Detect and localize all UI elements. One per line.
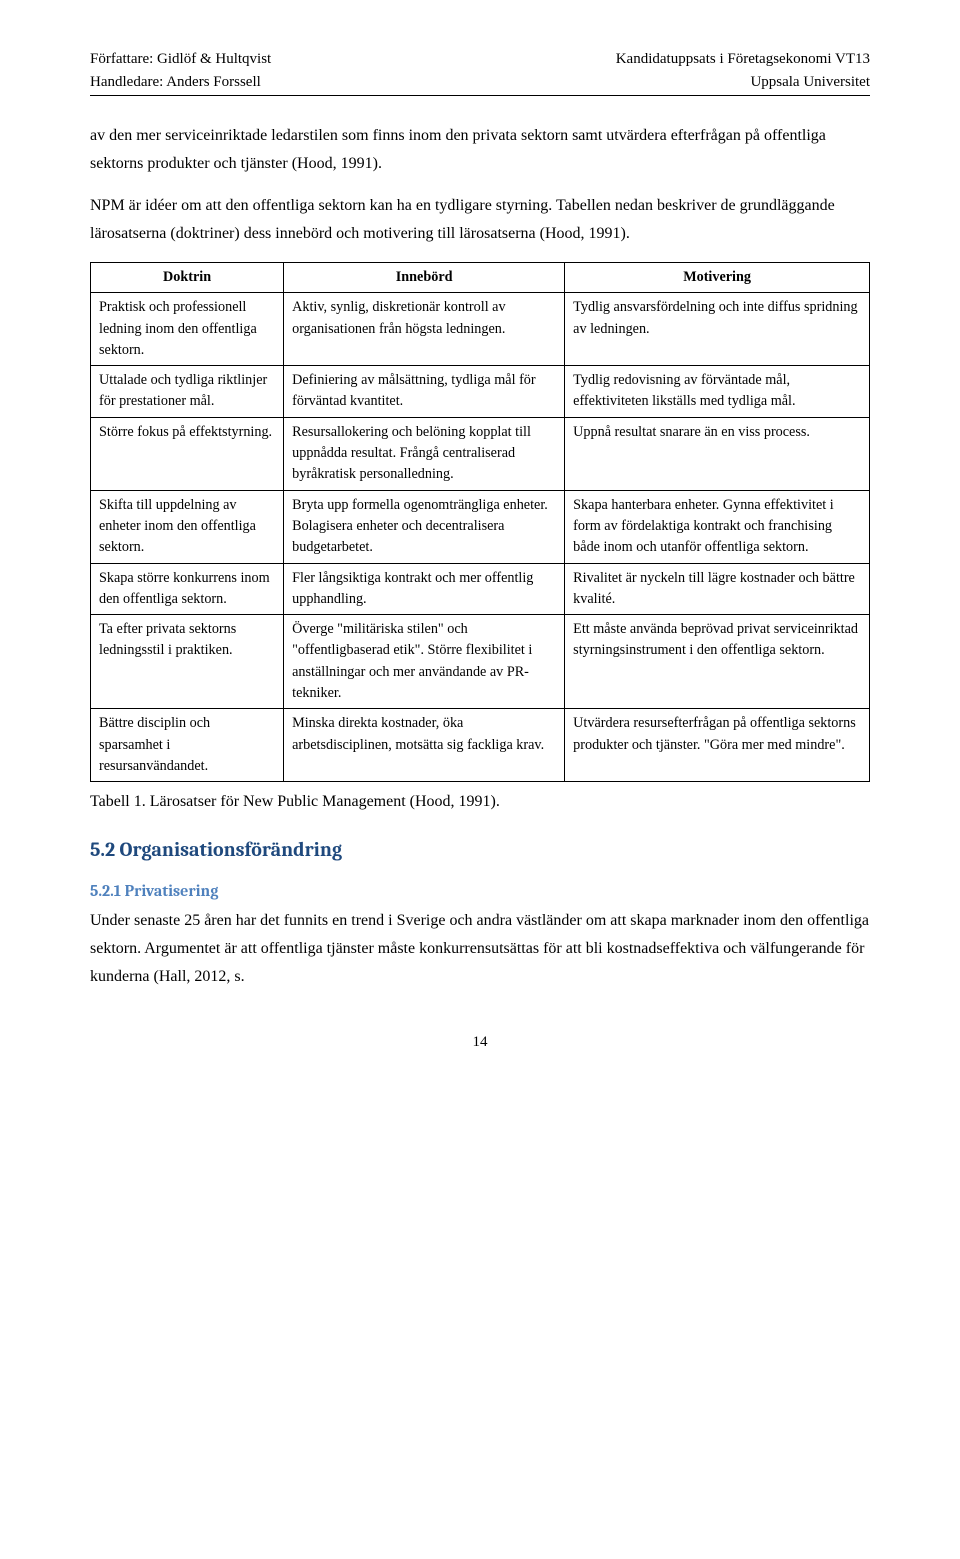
table-cell: Definiering av målsättning, tydliga mål … xyxy=(284,366,565,418)
table-header-doktrin: Doktrin xyxy=(91,263,284,293)
table-cell: Uppnå resultat snarare än en viss proces… xyxy=(565,417,870,490)
paragraph-1: av den mer serviceinriktade ledarstilen … xyxy=(90,122,870,178)
header-university: Uppsala Universitet xyxy=(616,71,870,94)
section-heading-5-2: 5.2 Organisationsförändring xyxy=(90,835,870,865)
table-row: Bättre disciplin och sparsamhet i resurs… xyxy=(91,709,870,782)
header-supervisor: Handledare: Anders Forssell xyxy=(90,71,271,94)
table-cell: Uttalade och tydliga riktlinjer för pres… xyxy=(91,366,284,418)
table-row: Ta efter privata sektorns ledningsstil i… xyxy=(91,615,870,709)
doctrine-table: Doktrin Innebörd Motivering Praktisk och… xyxy=(90,262,870,782)
table-row: Skifta till uppdelning av enheter inom d… xyxy=(91,490,870,563)
table-cell: Utvärdera resursefterfrågan på offentlig… xyxy=(565,709,870,782)
header-thesis: Kandidatuppsats i Företagsekonomi VT13 xyxy=(616,48,870,71)
paragraph-privatisering: Under senaste 25 åren har det funnits en… xyxy=(90,907,870,991)
table-header-row: Doktrin Innebörd Motivering xyxy=(91,263,870,293)
table-cell: Skapa större konkurrens inom den offentl… xyxy=(91,563,284,615)
table-cell: Resursallokering och belöning kopplat ti… xyxy=(284,417,565,490)
table-cell: Ta efter privata sektorns ledningsstil i… xyxy=(91,615,284,709)
table-cell: Tydlig redovisning av förväntade mål, ef… xyxy=(565,366,870,418)
table-cell: Bryta upp formella ogenomträngliga enhet… xyxy=(284,490,565,563)
table-row: Praktisk och professionell ledning inom … xyxy=(91,293,870,366)
paragraph-2: NPM är idéer om att den offentliga sekto… xyxy=(90,192,870,248)
header-authors: Författare: Gidlöf & Hultqvist xyxy=(90,48,271,71)
header-right: Kandidatuppsats i Företagsekonomi VT13 U… xyxy=(616,48,870,93)
table-row: Större fokus på effektstyrning. Resursal… xyxy=(91,417,870,490)
page-number: 14 xyxy=(90,1031,870,1054)
table-cell: Ett måste använda beprövad privat servic… xyxy=(565,615,870,709)
table-cell: Rivalitet är nyckeln till lägre kostnade… xyxy=(565,563,870,615)
table-cell: Tydlig ansvarsfördelning och inte diffus… xyxy=(565,293,870,366)
table-header-motivering: Motivering xyxy=(565,263,870,293)
table-row: Uttalade och tydliga riktlinjer för pres… xyxy=(91,366,870,418)
subsection-heading-5-2-1: 5.2.1 Privatisering xyxy=(90,879,870,903)
table-cell: Skifta till uppdelning av enheter inom d… xyxy=(91,490,284,563)
table-cell: Praktisk och professionell ledning inom … xyxy=(91,293,284,366)
header-left: Författare: Gidlöf & Hultqvist Handledar… xyxy=(90,48,271,93)
table-caption: Tabell 1. Lärosatser för New Public Mana… xyxy=(90,788,870,815)
table-cell: Bättre disciplin och sparsamhet i resurs… xyxy=(91,709,284,782)
table-cell: Minska direkta kostnader, öka arbetsdisc… xyxy=(284,709,565,782)
page-header: Författare: Gidlöf & Hultqvist Handledar… xyxy=(90,48,870,96)
table-cell: Aktiv, synlig, diskretionär kontroll av … xyxy=(284,293,565,366)
table-cell: Skapa hanterbara enheter. Gynna effektiv… xyxy=(565,490,870,563)
table-row: Skapa större konkurrens inom den offentl… xyxy=(91,563,870,615)
table-header-innebord: Innebörd xyxy=(284,263,565,293)
table-cell: Fler långsiktiga kontrakt och mer offent… xyxy=(284,563,565,615)
table-cell: Större fokus på effektstyrning. xyxy=(91,417,284,490)
table-cell: Överge "militäriska stilen" och "offentl… xyxy=(284,615,565,709)
